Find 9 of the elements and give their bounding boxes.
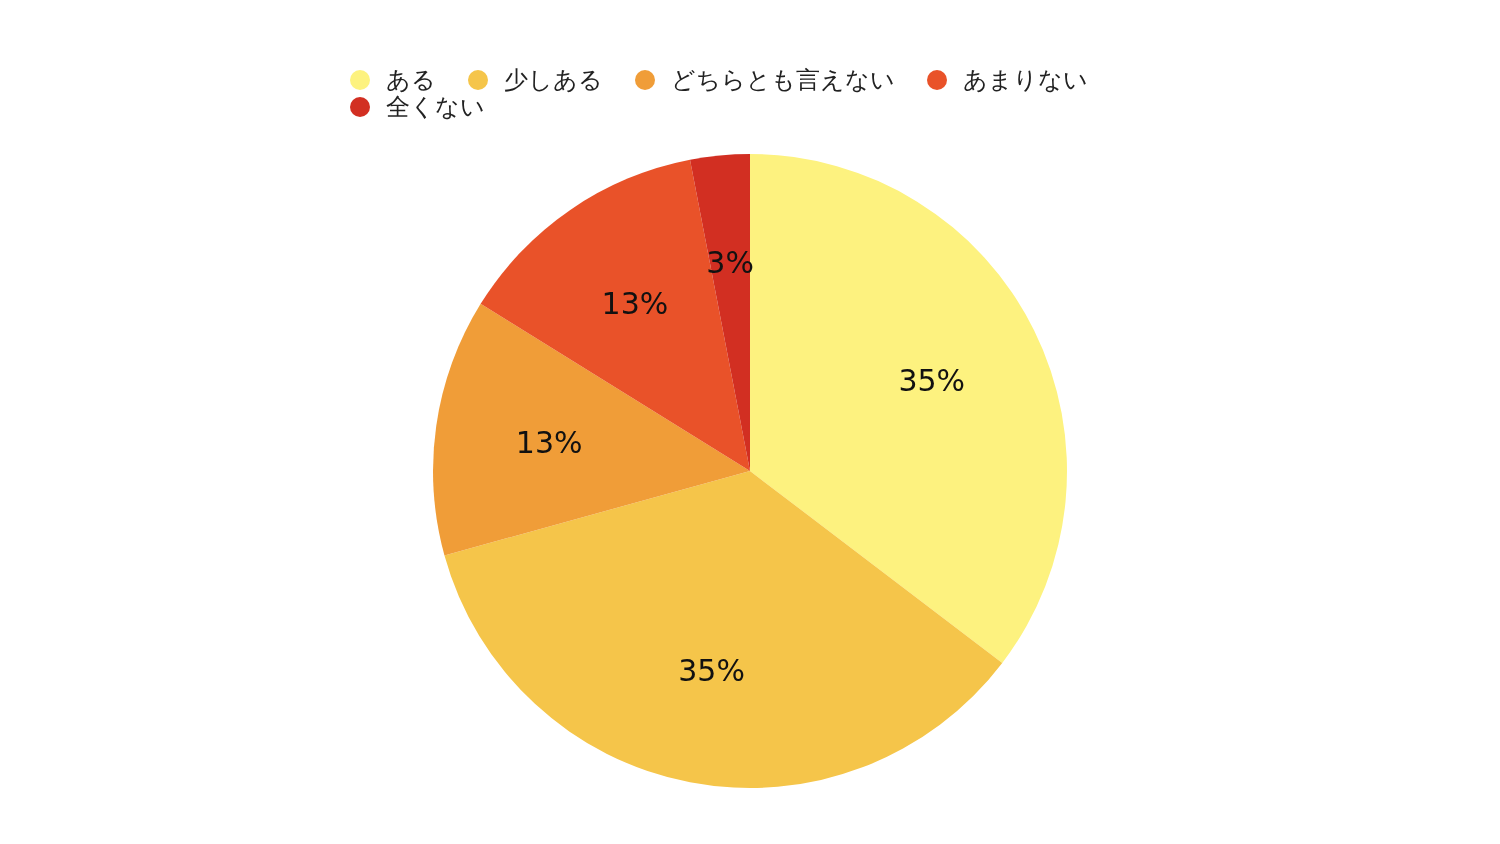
data-label: 35% — [678, 652, 745, 688]
legend-label: 全くない — [386, 93, 485, 121]
legend-label: ある — [386, 66, 436, 94]
data-label: 13% — [515, 424, 583, 460]
data-label: 35% — [898, 363, 966, 399]
data-label: 13% — [601, 286, 669, 322]
legend-label: あまりない — [963, 66, 1088, 94]
legend-label: どちらとも言えない — [671, 66, 895, 94]
legend-label: 少しある — [504, 66, 603, 94]
